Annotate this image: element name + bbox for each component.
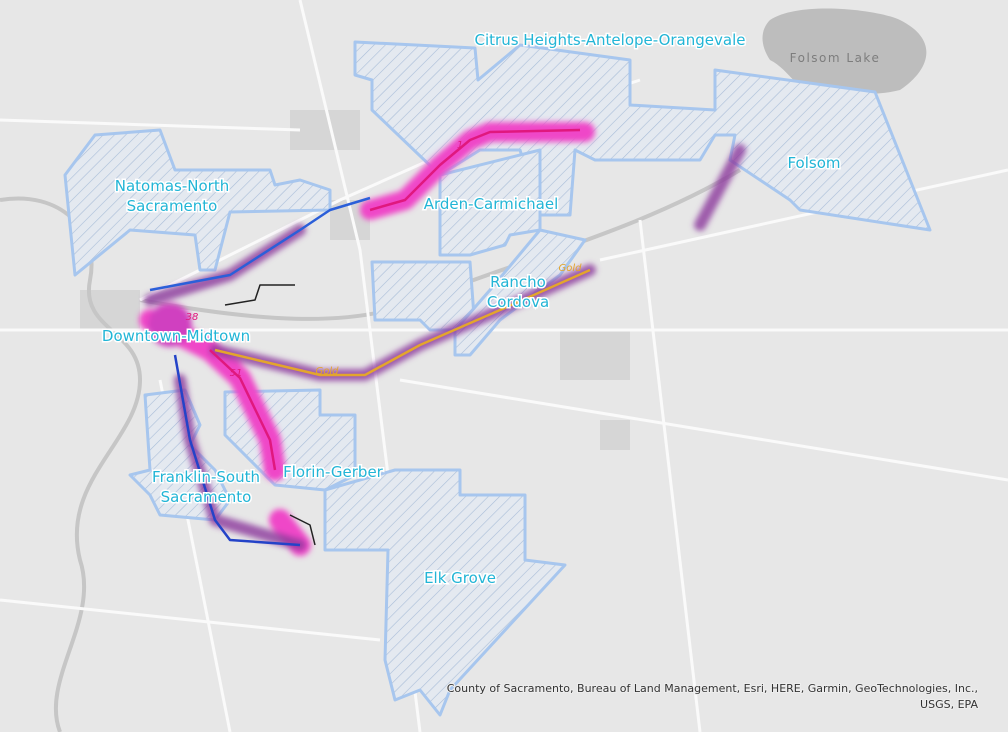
region-label: Sacramento — [127, 197, 218, 215]
attribution: USGS, EPA — [920, 698, 978, 711]
lake-label: Folsom Lake — [790, 51, 881, 65]
region-label: Sacramento — [161, 488, 252, 506]
lake — [762, 8, 927, 100]
community-areas — [63, 40, 932, 717]
route-label: Gold — [316, 366, 340, 377]
region-label: Florin-Gerber — [283, 463, 384, 481]
region-label: Franklin-South — [152, 468, 260, 486]
region-label: Downtown-Midtown — [102, 327, 250, 345]
route-label: 1 — [457, 140, 463, 151]
region-label: Citrus Heights-Antelope-Orangevale — [475, 31, 746, 49]
route-label: 51 — [230, 368, 243, 379]
route-label: 38 — [186, 312, 199, 323]
region-label: Arden-Carmichael — [424, 195, 559, 213]
region-label: Cordova — [487, 293, 549, 311]
route-lines — [149, 128, 591, 547]
region-label: Folsom — [787, 154, 840, 172]
route-label: Gold — [559, 263, 583, 274]
attribution: County of Sacramento, Bureau of Land Man… — [447, 682, 978, 695]
region-label: Natomas-North — [115, 177, 229, 195]
region-label: Elk Grove — [424, 569, 496, 587]
region-label: Rancho — [490, 273, 546, 291]
